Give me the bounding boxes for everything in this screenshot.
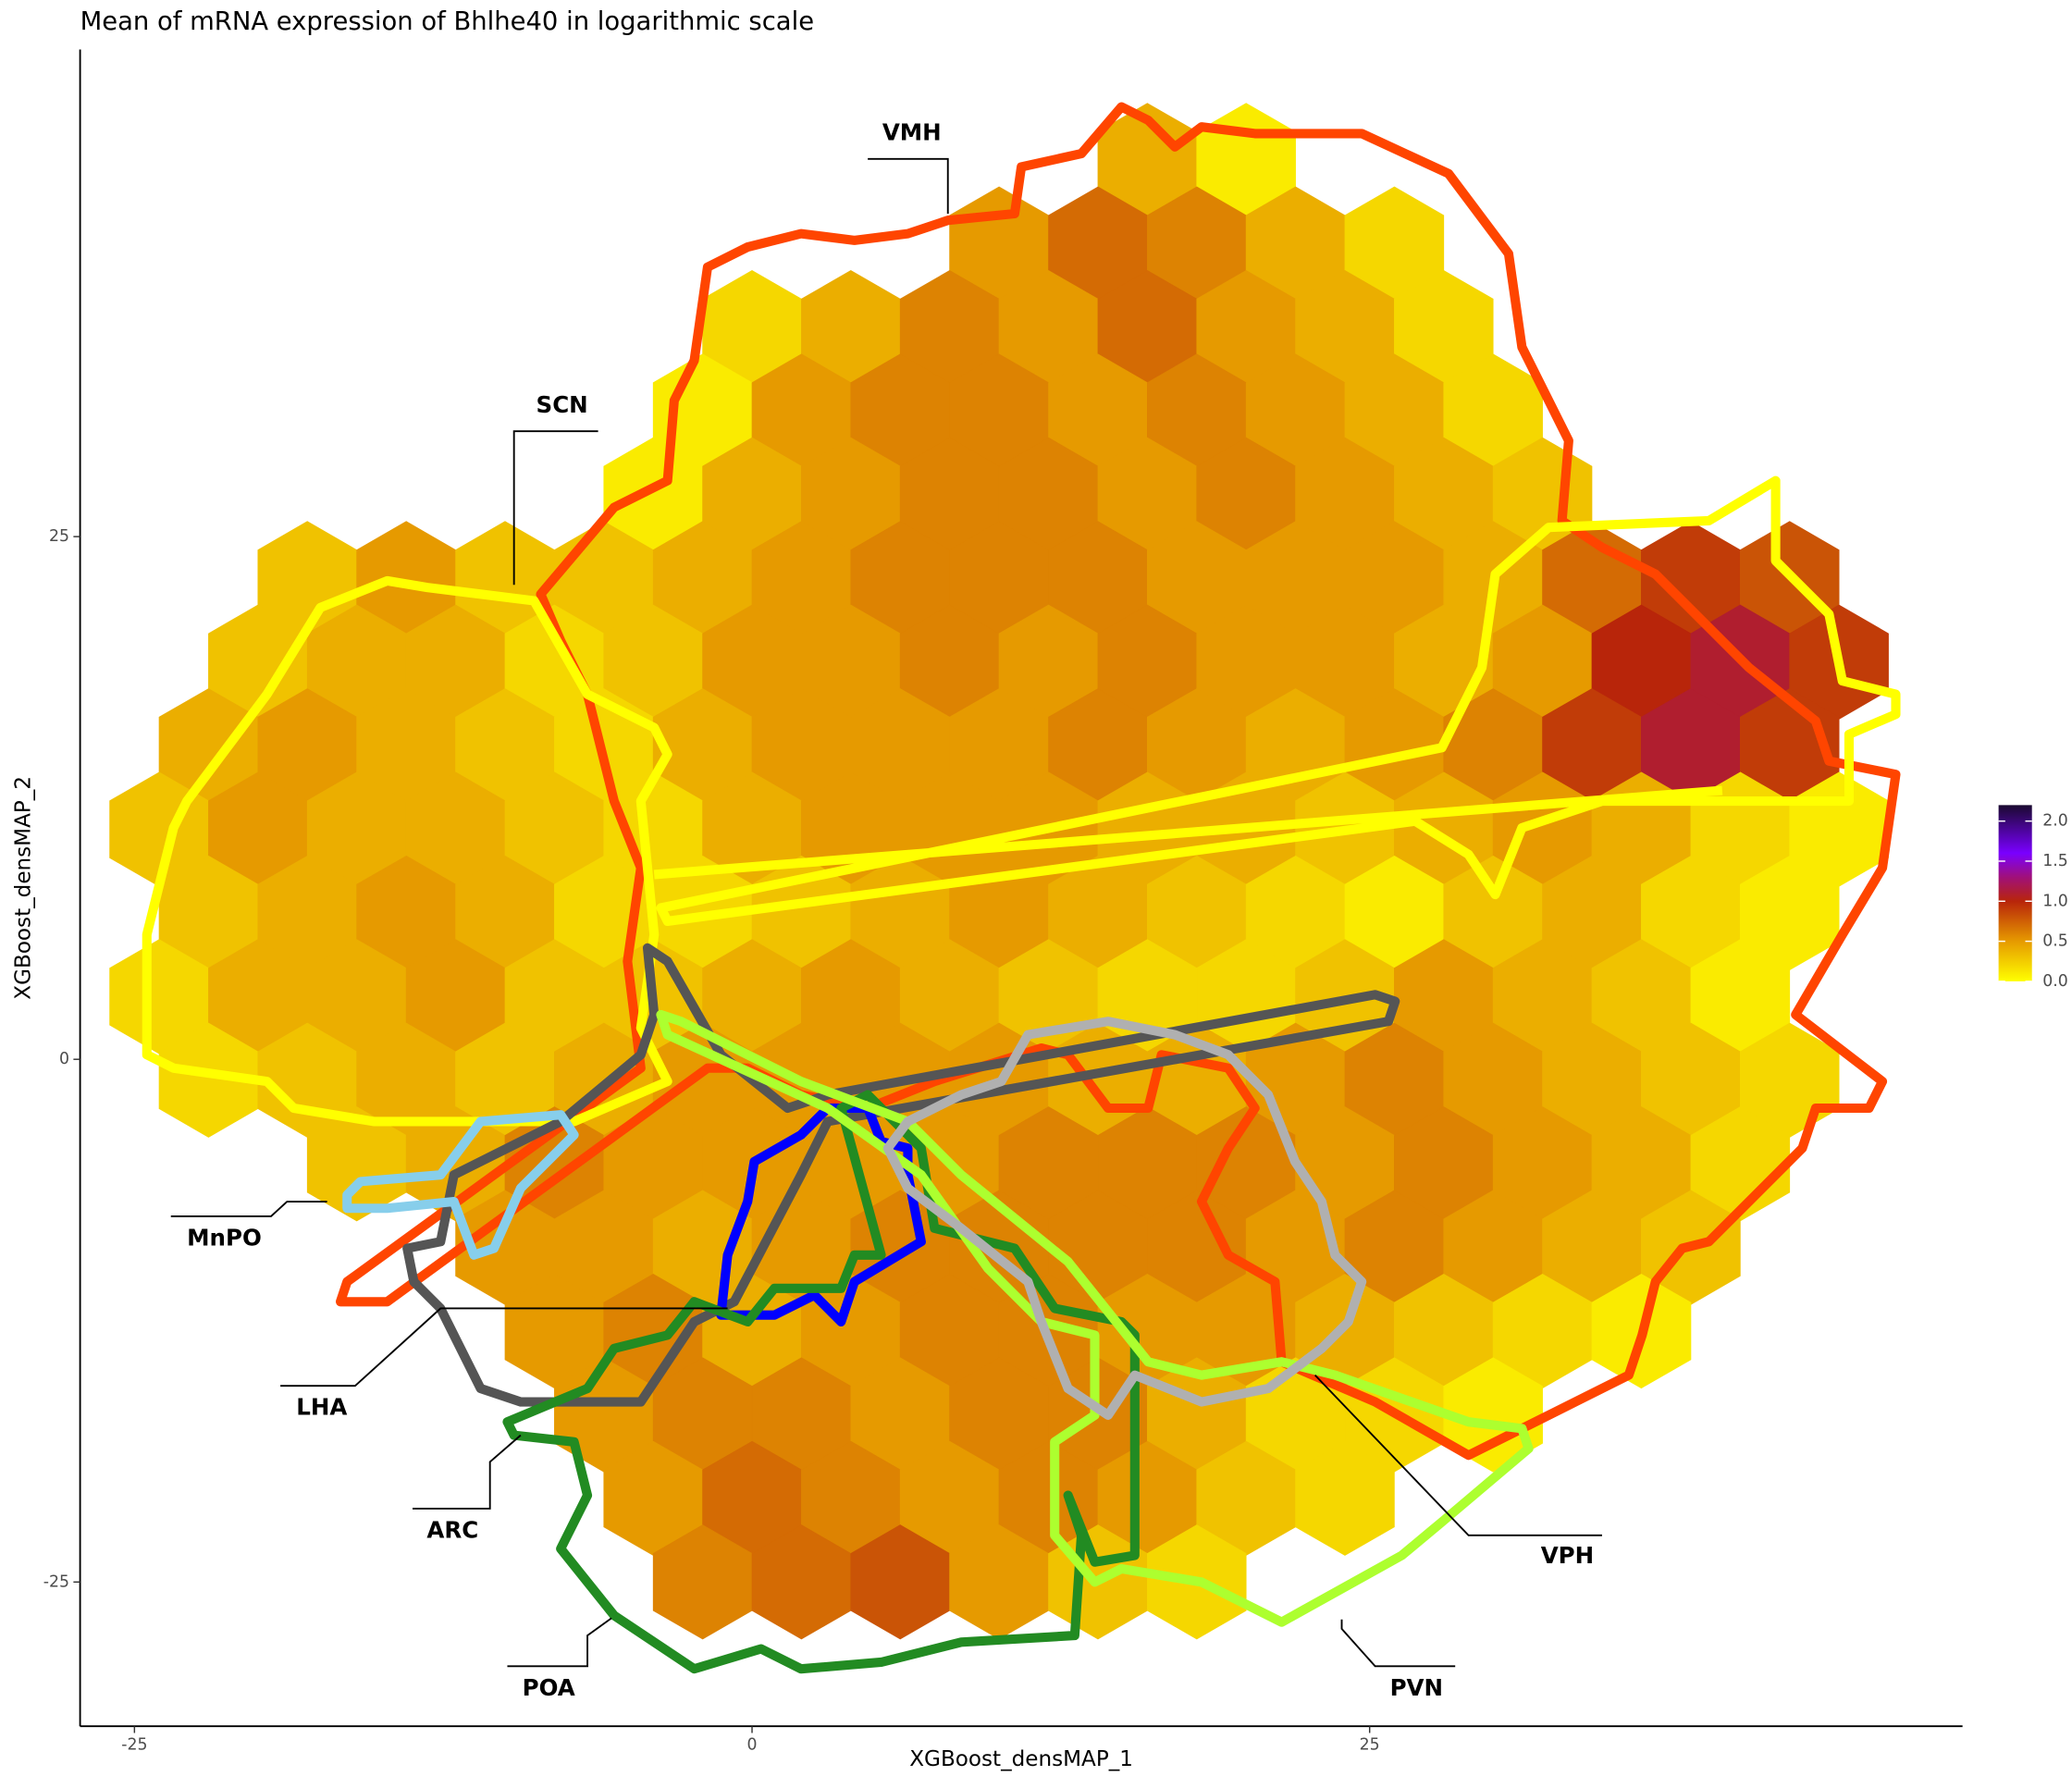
region-label: SCN (536, 391, 588, 418)
leader-line (280, 1307, 728, 1388)
leader-line (1314, 1375, 1602, 1536)
colorbar-tick-label: 2.0 (2042, 812, 2068, 831)
hex-bin (1443, 1357, 1543, 1473)
region-labels: VMH SCN MnPO LHA ARC POA PVN VPH (187, 118, 1594, 1700)
leader-line (1340, 1619, 1456, 1668)
chart-title: Mean of mRNA expression of Bhlhe40 in lo… (80, 7, 814, 36)
colorbar-tick-label: 0.5 (2042, 932, 2068, 951)
x-tick-label: 0 (747, 1735, 758, 1754)
y-axis-title: XGBoost_densMAP_2 (11, 776, 35, 1000)
region-outline (402, 943, 1400, 1407)
x-tick-label: 25 (1360, 1735, 1380, 1754)
region-outline (502, 1090, 1140, 1674)
y-tick-label: -25 (43, 1572, 69, 1591)
region-leaders (170, 157, 1602, 1668)
region-label: VMH (882, 118, 942, 145)
leader-line (170, 1201, 327, 1217)
y-tick-label: 25 (49, 527, 69, 546)
region-label: ARC (426, 1517, 478, 1544)
leader-line (512, 430, 598, 586)
region-outline (342, 1110, 579, 1260)
hex-layer (109, 103, 1889, 1640)
region-label: PVN (1390, 1674, 1443, 1701)
leader-line (507, 1617, 612, 1668)
colorbar-tick-label: 0.0 (2042, 972, 2068, 991)
region-outlines (142, 102, 1901, 1674)
region-label: VPH (1541, 1542, 1594, 1569)
region-label: MnPO (187, 1224, 262, 1251)
x-tick-label: -25 (121, 1735, 147, 1754)
hex-bin (1295, 1440, 1395, 1556)
region-label: LHA (296, 1394, 347, 1421)
colorbar (1998, 805, 2032, 981)
leader-line (412, 1434, 522, 1510)
region-outline (656, 1009, 1534, 1627)
colorbar-tick-label: 1.5 (2042, 852, 2068, 870)
x-axis-title: XGBoost_densMAP_1 (909, 1747, 1133, 1771)
leader-line (868, 157, 949, 214)
region-label: POA (523, 1674, 575, 1701)
y-tick-label: 0 (59, 1050, 69, 1068)
region-outline (882, 1017, 1367, 1421)
colorbar-tick-label: 1.0 (2042, 892, 2068, 910)
region-outline (142, 475, 1901, 1127)
